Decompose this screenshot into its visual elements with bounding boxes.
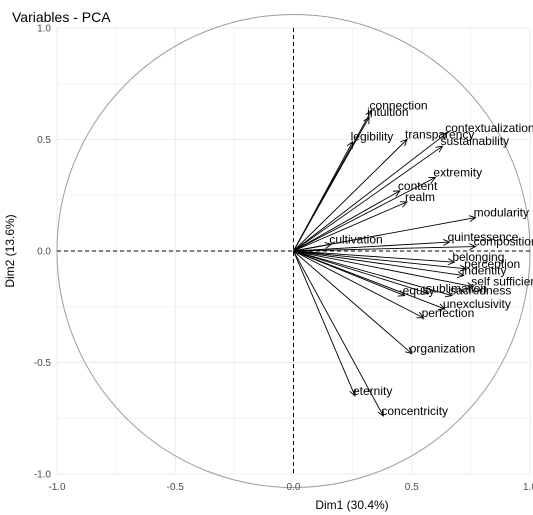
arrowhead-sublimation [421,288,430,295]
arrowhead-content [392,190,401,197]
arrowhead-cultivation [324,241,333,249]
label-cultivation: cultivation [329,232,382,246]
label-extremity: extremity [433,165,482,179]
arrowhead-sacredness [444,290,453,298]
x-tick-label: 0.0 [287,482,301,493]
arrowhead-connection [365,109,373,118]
label-transparency: transparency [405,128,474,142]
label-composition: composition [474,235,533,249]
x-tick-label: 0.5 [405,482,419,493]
arrow-sustainability [293,145,443,252]
y-axis-title: Dim2 (13.6%) [3,214,17,287]
label-unexclusivity: unexclusivity [443,297,511,311]
arrowhead-sustainability [435,145,444,153]
arrowhead-concentricity [377,409,384,417]
label-quintessence: quintessence [448,230,519,244]
axis-ticks: -1.0 -0.5 0.0 0.5 1.0 -1.0 -0.5 0.0 0.5 1.0 [34,24,533,494]
arrowhead-realm [400,201,408,208]
arrow-content [293,190,401,252]
arrow-perfection [293,250,424,319]
y-tick-label: 0.5 [37,135,51,146]
label-belonging: belonging [452,250,504,264]
label-eternity: eternity [353,384,392,398]
x-tick-label: -0.5 [167,482,185,493]
arrowhead-self-sufficience [466,282,475,289]
x-tick-label: 1.0 [523,482,533,493]
arrow-sublimation [293,250,429,294]
y-tick-label: 1.0 [37,24,51,35]
arrow-organization [293,250,413,354]
label-perfection: perfection [422,306,475,320]
arrowhead-eternity [349,388,356,397]
label-contextualization: contextualization [445,121,533,135]
label-equity: equity [403,284,435,298]
label-self-sufficience: self sufficience [471,275,533,289]
arrow-concentricity [293,250,384,417]
arrowhead-organization [404,346,413,355]
arrow-legibility [293,141,354,252]
arrow-realm [293,201,408,252]
label-indentity: indentity [462,264,507,278]
arrowhead-belonging [447,258,456,266]
arrowhead-perfection [416,312,425,319]
y-tick-label: -1.0 [34,470,52,481]
arrowhead-intuition [363,116,370,125]
label-perception: perception [464,257,520,271]
arrowhead-indentity [456,271,465,279]
y-tick-label: -0.5 [34,358,52,369]
arrow-eternity [293,250,356,397]
arrow-composition [293,246,476,252]
arrow-self-sufficience [293,250,474,288]
arrow-unexclusivity [293,250,446,310]
arrowhead-composition [469,243,477,251]
arrowhead-perception [459,264,468,272]
label-sublimation: sublimation [426,281,487,295]
arrowhead-quintessence [442,238,451,246]
label-content: content [398,179,438,193]
label-concentricity: concentricity [381,404,448,418]
arrow-transparency [293,139,408,252]
arrow-sacredness [293,250,453,297]
x-tick-label: -1.0 [48,482,66,493]
label-sustainability: sustainability [440,134,509,148]
arrow-intuition [293,116,370,252]
label-realm: realm [405,190,435,204]
arrow-contextualization [293,132,448,252]
arrow-extremity [293,177,436,252]
arrowhead-contextualization [440,132,449,140]
arrow-indentity [293,250,464,276]
arrowhead-transparency [400,138,408,147]
arrowhead-unexclusivity [437,303,446,311]
label-organization: organization [410,342,475,356]
arrowhead-legibility [346,140,354,149]
arrowhead-extremity [428,176,437,184]
label-intuition: intuition [367,105,408,119]
arrow-cultivation [293,243,332,252]
variable-arrows [293,109,477,417]
arrow-quintessence [293,241,450,252]
y-tick-label: 0.0 [37,247,51,258]
label-sacredness: sacredness [450,284,511,298]
label-connection: connection [370,99,428,113]
x-axis-title: Dim1 (30.4%) [315,498,388,512]
arrow-perception [293,250,467,270]
label-legibility: legibility [351,130,394,144]
arrowhead-modularity [468,215,477,223]
arrow-belonging [293,250,455,263]
label-modularity: modularity [474,206,529,220]
chart-title: Variables - PCA [12,9,111,25]
